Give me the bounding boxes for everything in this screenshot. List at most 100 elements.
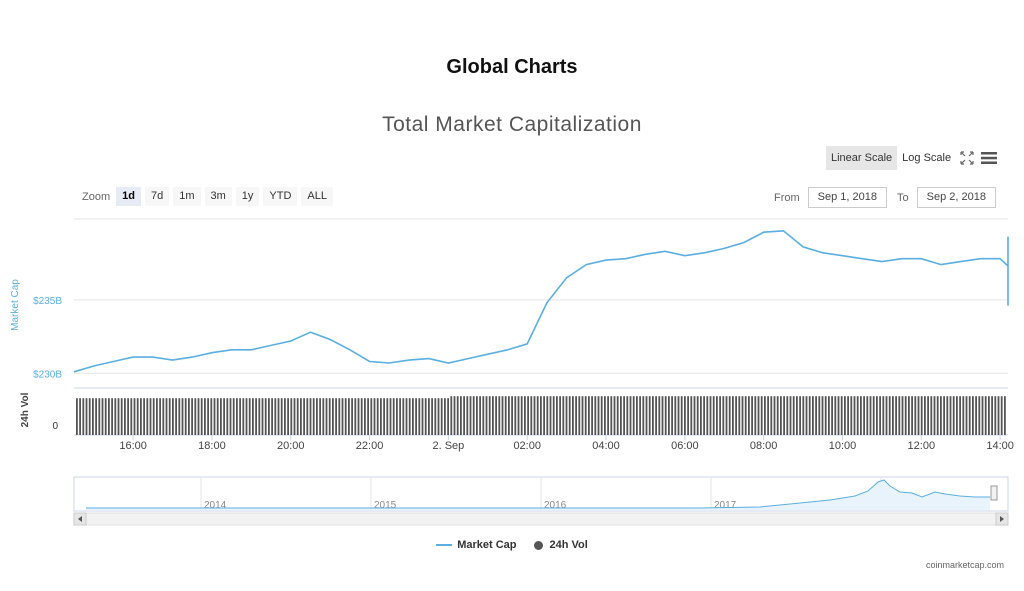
volume-bar [760,396,763,435]
volume-bar [309,398,312,435]
volume-bar [767,396,769,435]
volume-bar [165,398,168,435]
volume-bar [514,396,517,435]
volume-bar [136,398,139,435]
volume-bar [613,396,616,435]
volume-bar [392,398,395,435]
legend-market-cap[interactable]: Market Cap [436,539,516,551]
volume-bar [620,396,622,435]
volume-bar [101,398,104,435]
volume-bar [146,398,149,435]
volume-bar [805,396,808,435]
volume-bar [655,396,657,435]
zoom-1y-button[interactable]: 1y [235,187,260,206]
navigator-year-label: 2015 [374,500,397,511]
volume-bar [386,398,389,435]
navigator-year-label: 2017 [714,500,737,511]
volume-bar [184,398,187,435]
y-axis-labels: $230B $235B 0 [33,296,62,432]
linear-scale-button[interactable]: Linear Scale [826,146,898,170]
zoom-7d-button[interactable]: 7d [144,187,170,206]
volume-bar [287,398,289,435]
legend-market-cap-label: Market Cap [457,539,517,551]
zoom-3m-button[interactable]: 3m [204,187,232,206]
volume-bar [844,396,846,435]
zoom-1m-button[interactable]: 1m [173,187,201,206]
volume-bar [453,396,456,435]
volume-bar [712,396,715,435]
volume-bar [88,398,91,435]
volume-bar [370,398,373,435]
volume-bar [850,396,853,435]
volume-bar [684,396,686,435]
x-tick-label: 08:00 [750,440,778,452]
zoom-ytd-button[interactable]: YTD [263,187,298,206]
volume-bar [722,396,725,435]
volume-bar [936,396,939,435]
volume-bar [984,396,987,435]
volume-bar [274,398,277,435]
chart-title: Total Market Capitalization [382,113,642,136]
navigator-year-label: 2014 [204,500,227,511]
navigator-handle[interactable] [990,485,998,501]
volume-bar [421,398,424,435]
volume-bar [354,398,357,435]
volume-bar [114,398,117,435]
volume-bar [930,396,933,435]
zoom-all-button[interactable]: ALL [301,187,333,206]
volume-bar [978,396,981,435]
log-scale-button[interactable]: Log Scale [902,152,952,164]
volume-bar [357,398,360,435]
volume-bar [437,398,440,435]
volume-bar [405,398,408,435]
from-date-input[interactable]: Sep 1, 2018 [807,187,888,208]
volume-bar [751,396,753,435]
credit-link[interactable]: coinmarketcap.com [925,560,1004,570]
volume-bar [79,398,81,435]
volume-bar [616,396,619,435]
volume-bar [575,396,577,435]
volume-bar [687,396,689,435]
volume-bar [284,398,286,435]
volume-bar [748,396,750,435]
volume-bar [799,396,801,435]
volume-bar [920,396,923,435]
navigator-scrollbar[interactable] [73,512,1009,526]
volume-bar [341,398,344,435]
fullscreen-icon[interactable] [956,146,978,170]
navigator[interactable]: 20142015201620172018 [73,476,1009,526]
from-label: From [774,191,800,204]
volume-bar [821,396,824,435]
volume-bar [504,396,507,435]
page-title: Global Charts [446,56,578,78]
volume-bar [117,398,120,435]
scale-toolbar: Linear Scale Log Scale [826,146,1000,170]
volume-bar [546,396,549,435]
volume-bar [940,396,942,435]
volume-bar [399,398,401,435]
volume-bar [972,396,974,435]
volume-bar [584,396,587,435]
legend-24h-vol[interactable]: 24h Vol [534,539,588,551]
volume-bar [396,398,398,435]
volume-bar [82,398,85,435]
to-date-input[interactable]: Sep 2, 2018 [916,187,996,208]
volume-bar [828,396,830,435]
volume-bar [162,398,165,435]
volume-bar [85,398,88,435]
volume-bar [239,398,241,435]
volume-bar [898,396,901,435]
volume-bar [517,396,520,435]
volume-bar [840,396,843,435]
volume-bar [924,396,926,435]
zoom-1d-button[interactable]: 1d [116,187,141,206]
volume-bar [847,396,849,435]
volume-bar [594,396,597,435]
hamburger-menu-icon[interactable] [978,146,1000,170]
volume-bar [303,398,305,435]
volume-bar [719,396,721,435]
volume-bar [508,396,510,435]
volume-bar [997,396,1000,435]
volume-bar [741,396,744,435]
